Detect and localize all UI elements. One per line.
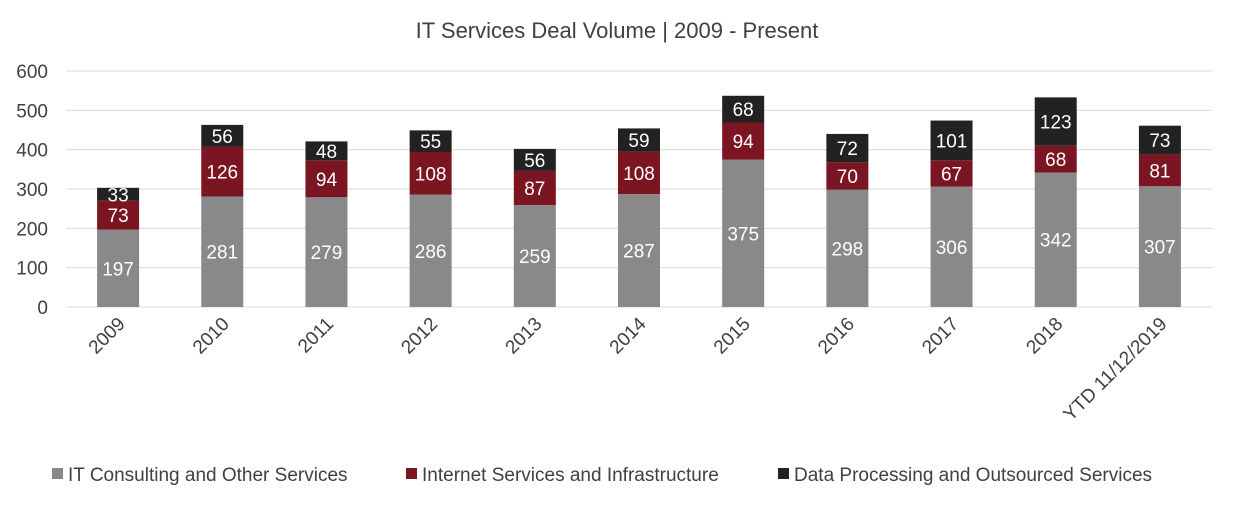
- data-label: 33: [108, 185, 129, 206]
- bar-segment: [513, 148, 556, 171]
- x-category-label: 2013: [502, 314, 547, 359]
- data-label: 197: [102, 259, 134, 280]
- bar-segment: [513, 170, 556, 206]
- bar-segment: [409, 152, 452, 195]
- bar-segment: [618, 151, 660, 195]
- x-category-label: 2012: [397, 314, 442, 359]
- data-label: 287: [623, 242, 655, 263]
- bar-segment: [1138, 125, 1181, 155]
- data-label: 279: [311, 243, 343, 264]
- bar-segment: [618, 194, 660, 307]
- x-axis-categories: 2009 2010 2011 2012 2013 2014 2015 2016 2017 2018…: [85, 313, 1172, 425]
- data-label: 306: [936, 238, 968, 259]
- data-label: 72: [837, 139, 858, 160]
- bar-segment: [97, 187, 140, 201]
- bars: [97, 95, 1181, 307]
- chart-title: IT Services Deal Volume | 2009 - Present: [416, 18, 819, 43]
- bar-segment: [1138, 186, 1181, 307]
- bar-segment: [201, 146, 244, 197]
- x-category-label: 2011: [294, 314, 338, 358]
- data-label: 307: [1144, 238, 1176, 259]
- data-label: 94: [316, 170, 338, 191]
- legend-swatch: [406, 468, 417, 479]
- legend: IT Consulting and Other Services Internet…: [52, 465, 1152, 486]
- data-label: 259: [519, 247, 551, 268]
- data-label: 101: [936, 131, 968, 152]
- data-label: 286: [415, 242, 447, 263]
- data-label: 126: [206, 163, 238, 184]
- data-label: 375: [727, 224, 759, 245]
- y-axis-ticks: 0 100 200 300 400 500 600: [16, 62, 48, 319]
- y-tick-label: 0: [37, 298, 48, 319]
- legend-swatch: [52, 468, 63, 479]
- bar-segment: [826, 133, 869, 163]
- data-label: 108: [623, 164, 655, 185]
- legend-label: Internet Services and Infrastructure: [422, 465, 719, 486]
- data-label: 48: [316, 142, 337, 163]
- data-label: 298: [832, 239, 864, 260]
- data-label: 87: [524, 179, 545, 200]
- bar-segment: [305, 141, 348, 161]
- data-label: 81: [1149, 161, 1170, 182]
- data-label: 281: [206, 243, 238, 264]
- data-labels: 1977333281126562799448286108552598756287…: [102, 100, 1176, 280]
- bar-segment: [513, 205, 556, 307]
- bar-segment: [409, 130, 452, 153]
- legend-label: IT Consulting and Other Services: [68, 465, 348, 486]
- y-tick-label: 300: [16, 180, 48, 201]
- y-tick-label: 400: [16, 141, 48, 162]
- data-label: 56: [212, 127, 233, 148]
- data-label: 68: [1045, 150, 1066, 171]
- legend-label: Data Processing and Outsourced Services: [794, 465, 1152, 486]
- bar-segment: [1138, 154, 1181, 187]
- bar-segment: [930, 160, 973, 187]
- y-tick-label: 100: [16, 259, 48, 280]
- x-category-label: 2015: [710, 314, 755, 359]
- data-label: 73: [1149, 131, 1170, 152]
- x-category-label: 2017: [918, 314, 963, 359]
- bar-segment: [97, 229, 140, 307]
- data-label: 55: [420, 132, 441, 153]
- bar-segment: [305, 197, 348, 307]
- data-label: 342: [1040, 231, 1072, 252]
- x-category-label: 2016: [814, 314, 859, 359]
- bar-segment: [201, 196, 244, 307]
- y-tick-label: 600: [16, 62, 48, 83]
- x-category-label: 2010: [189, 314, 234, 359]
- bar-segment: [826, 189, 869, 307]
- y-tick-label: 500: [16, 101, 48, 122]
- data-label: 108: [415, 164, 447, 185]
- bar-segment: [722, 122, 765, 160]
- data-label: 70: [837, 167, 858, 188]
- data-label: 67: [941, 164, 962, 185]
- data-label: 59: [628, 131, 649, 152]
- data-label: 56: [524, 151, 545, 172]
- x-category-label: 2009: [85, 314, 130, 359]
- bar-segment: [930, 186, 973, 307]
- x-category-label: YTD 11/12/2019: [1060, 314, 1172, 426]
- bar-segment: [722, 159, 765, 307]
- bar-segment: [201, 124, 244, 147]
- y-tick-label: 200: [16, 219, 48, 240]
- data-label: 68: [733, 100, 754, 121]
- x-category-label: 2014: [606, 313, 651, 358]
- legend-swatch: [778, 468, 789, 479]
- data-label: 94: [733, 132, 755, 153]
- bar-segment: [1034, 145, 1077, 173]
- bar-segment: [409, 194, 452, 307]
- bar-segment: [305, 160, 348, 198]
- bar-segment: [930, 120, 973, 161]
- bar-segment: [618, 128, 660, 152]
- data-label: 73: [108, 206, 129, 227]
- bar-segment: [722, 95, 765, 123]
- bar-segment: [1034, 172, 1077, 307]
- data-label: 123: [1040, 113, 1072, 134]
- bar-segment: [97, 200, 140, 230]
- bar-segment: [826, 162, 869, 190]
- x-category-label: 2018: [1023, 314, 1068, 359]
- bar-segment: [1034, 97, 1077, 146]
